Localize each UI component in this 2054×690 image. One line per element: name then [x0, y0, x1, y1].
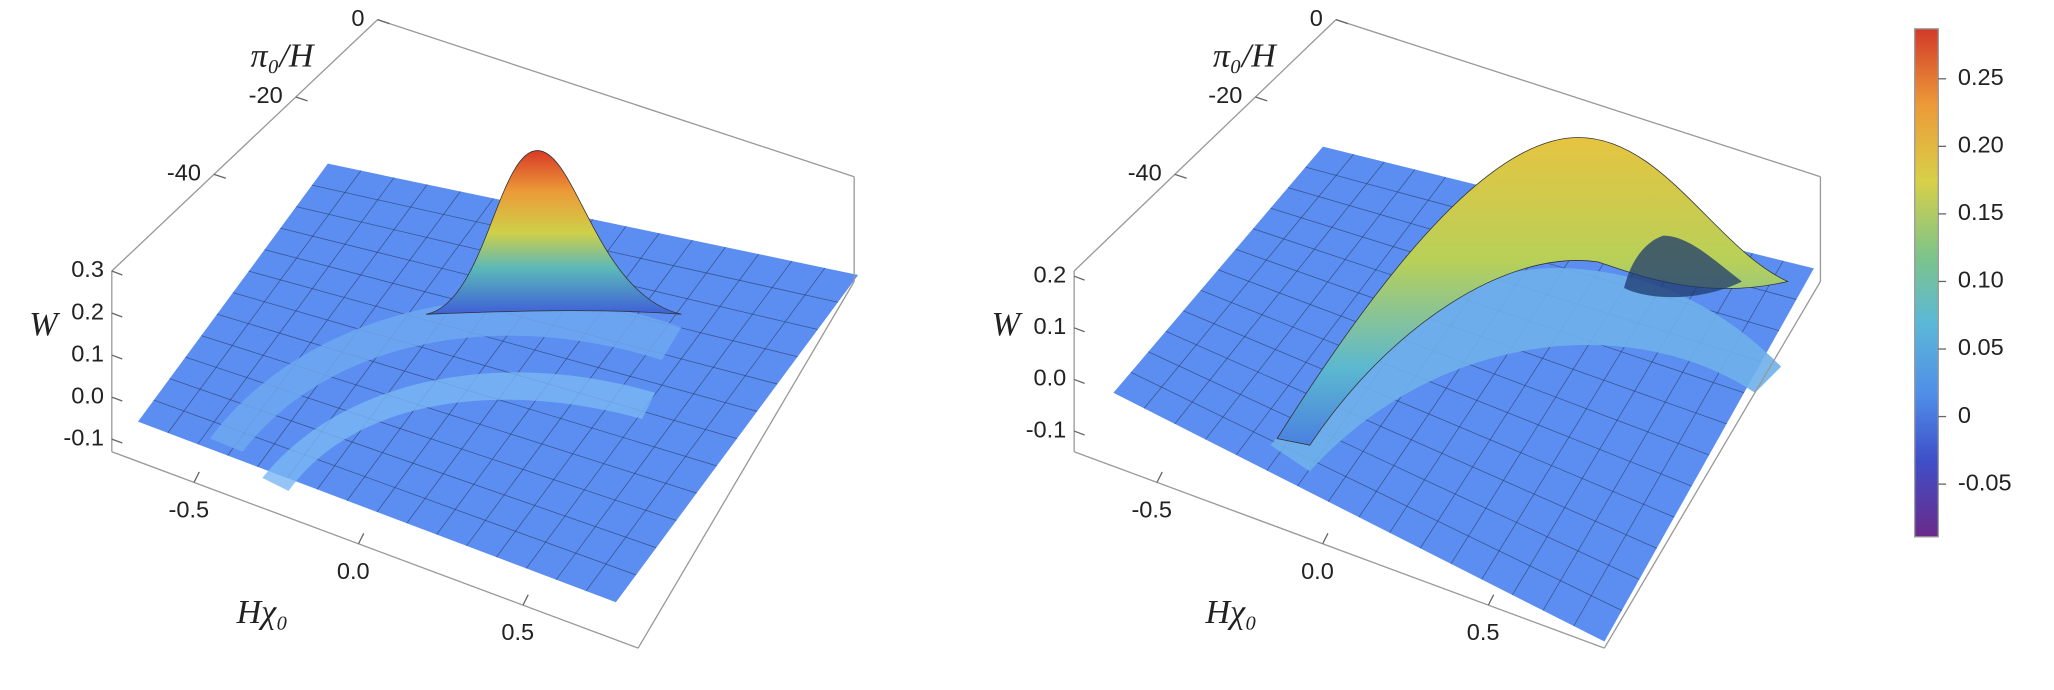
z-tick-label: 0.3	[71, 256, 104, 282]
x-tick-label: 0.0	[1301, 558, 1334, 584]
surface-right	[1113, 137, 1814, 642]
box-edge	[111, 19, 379, 272]
x-tick-label: -0.5	[169, 496, 210, 522]
surface-mesh	[248, 270, 758, 412]
y-tick-label: -40	[167, 160, 201, 186]
y-axis-label: π₀/H	[251, 38, 316, 75]
colorbar-tick-label: 0.15	[1958, 199, 2004, 225]
surface-mesh	[1200, 289, 1692, 487]
colorbar-tick-label: 0.20	[1958, 132, 2004, 158]
z-tick	[1073, 275, 1085, 281]
x-tick	[193, 471, 200, 483]
z-tick	[1073, 327, 1085, 333]
box-edge	[1335, 19, 1821, 178]
ridge	[262, 372, 656, 491]
surface-mesh	[1130, 371, 1623, 611]
y-tick-label: 0	[1310, 5, 1323, 31]
colorbar	[1914, 28, 1939, 538]
z-tick	[111, 270, 123, 276]
z-tick-label: 0.0	[71, 382, 104, 408]
y-tick	[1174, 173, 1187, 179]
x-tick	[1322, 533, 1329, 545]
z-tick	[1073, 430, 1085, 436]
colorbar-tick-label: 0.25	[1958, 64, 2004, 90]
surface-mesh	[232, 292, 738, 439]
y-tick	[1255, 96, 1268, 102]
y-axis-label: π₀/H	[1213, 38, 1278, 75]
box-edge	[111, 451, 639, 649]
surface-left	[137, 150, 859, 603]
z-tick-label: 0.2	[1034, 261, 1067, 287]
surface-mesh	[201, 335, 697, 494]
x-tick-label: 0.5	[501, 619, 534, 645]
y-tick-label: -40	[1128, 160, 1162, 186]
x-tick-label: 0.0	[337, 558, 370, 584]
box-edge	[1073, 451, 1605, 649]
box-edge	[637, 281, 855, 649]
z-tick-label: -0.1	[63, 424, 104, 450]
z-tick-label: 0.1	[1034, 313, 1067, 339]
y-tick	[1335, 19, 1348, 25]
colorbar-tick-label: 0.05	[1958, 334, 2004, 360]
y-tick	[213, 173, 227, 179]
z-tick-label: -0.1	[1026, 416, 1067, 442]
ridge	[1270, 267, 1782, 472]
z-tick	[111, 438, 123, 444]
y-tick-label: -20	[1208, 82, 1242, 108]
x-axis-label: Hχ₀	[236, 594, 288, 631]
x-axis-label: Hχ₀	[1205, 594, 1257, 631]
y-tick	[377, 19, 390, 25]
z-tick	[111, 312, 123, 318]
colorbar-tick-label: 0	[1958, 402, 1971, 428]
colorbar-tick-label: 0.10	[1958, 267, 2004, 293]
box-edge	[377, 19, 855, 178]
x-tick	[1487, 594, 1495, 606]
y-tick-label: 0	[351, 5, 364, 31]
surface-mesh	[1148, 351, 1640, 580]
ridge	[209, 298, 682, 452]
trough	[1624, 235, 1742, 298]
x-tick	[357, 533, 365, 545]
z-tick-label: 0.1	[71, 340, 104, 366]
colorbar-tick-label: -0.05	[1958, 469, 2012, 495]
peak	[425, 150, 682, 315]
z-tick	[111, 396, 123, 402]
x-tick-label: 0.5	[1467, 619, 1500, 645]
z-tick	[1073, 378, 1085, 384]
box-edge	[1603, 281, 1821, 649]
y-tick-label: -20	[249, 82, 283, 108]
z-tick-label: 0.0	[1034, 365, 1067, 391]
peak	[1276, 137, 1789, 446]
x-tick-label: -0.5	[1131, 496, 1172, 522]
x-tick	[1156, 471, 1163, 483]
z-tick-label: 0.2	[71, 298, 104, 324]
z-axis-label: W	[29, 306, 60, 343]
y-tick	[295, 96, 308, 102]
surface-mesh	[1165, 330, 1657, 549]
z-axis-label: W	[992, 306, 1023, 343]
surface-mesh	[1183, 310, 1675, 518]
x-tick	[522, 594, 529, 606]
z-tick	[111, 354, 123, 360]
box-edge	[1073, 19, 1337, 272]
